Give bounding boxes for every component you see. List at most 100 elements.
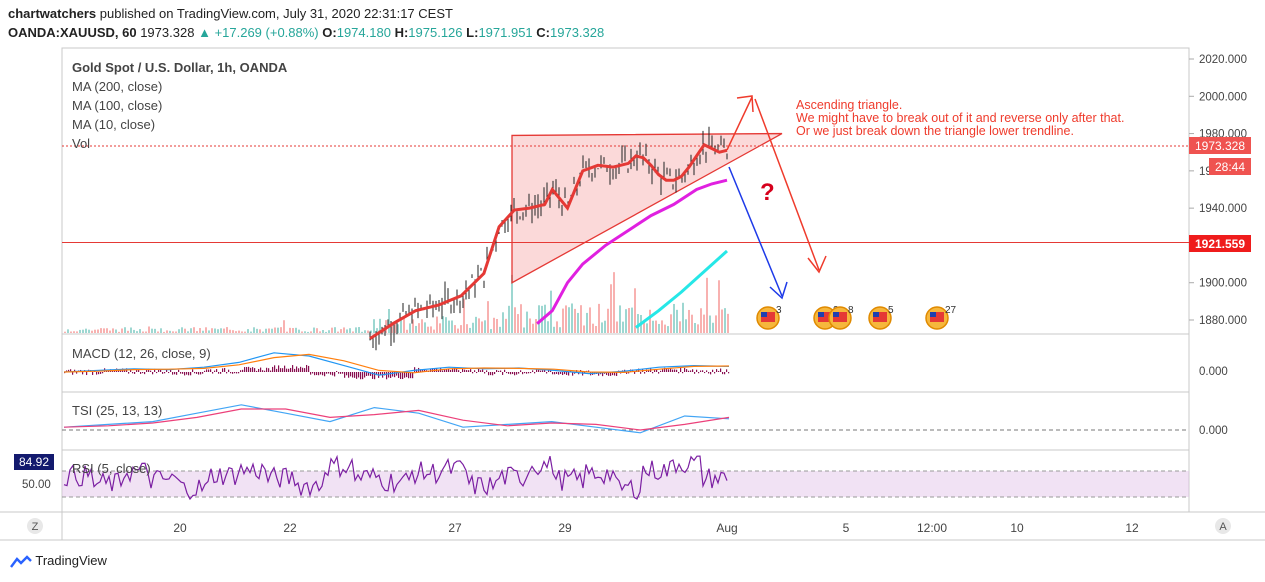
ascending-triangle[interactable] bbox=[511, 132, 783, 284]
economic-event-icons[interactable]: 328527 bbox=[756, 305, 957, 330]
macd-hist-bar bbox=[652, 372, 654, 374]
macd-hist-bar bbox=[242, 369, 244, 372]
symbol-name[interactable]: OANDA:XAUUSD, 60 bbox=[8, 25, 137, 40]
annotation-line2: We might have to break out of it and rev… bbox=[796, 111, 1124, 125]
auto-scale-button[interactable] bbox=[1215, 518, 1231, 534]
legend-ma10[interactable]: MA (10, close) bbox=[72, 117, 155, 132]
volume-bar bbox=[682, 302, 684, 333]
rsi-label[interactable]: RSI (5, close) bbox=[72, 461, 151, 476]
volume-bar bbox=[283, 320, 285, 333]
macd-hist-bar bbox=[404, 372, 406, 378]
volume-bar bbox=[262, 331, 264, 333]
publisher-name[interactable]: chartwatchers bbox=[8, 6, 97, 21]
last-price: 1973.328 bbox=[140, 25, 195, 40]
volume-bar bbox=[700, 308, 702, 333]
macd-hist-bar bbox=[422, 370, 424, 372]
macd-hist-bar bbox=[266, 367, 268, 372]
macd-hist-bar bbox=[166, 369, 168, 372]
macd-hist-bar bbox=[510, 372, 512, 375]
macd-hist-bar bbox=[478, 368, 480, 372]
macd-hist-bar bbox=[656, 369, 658, 372]
macd-hist-bar bbox=[188, 372, 190, 376]
volume-bar bbox=[448, 320, 450, 333]
zoom-button[interactable] bbox=[27, 518, 43, 534]
us-flag-event-icon[interactable]: 3 bbox=[756, 305, 782, 330]
reversal-arrow[interactable] bbox=[754, 98, 827, 274]
legend-ma100[interactable]: MA (100, close) bbox=[72, 98, 162, 113]
us-flag-event-icon[interactable]: 8 bbox=[828, 305, 854, 330]
tsi-label[interactable]: TSI (25, 13, 13) bbox=[72, 403, 162, 418]
volume-bar bbox=[586, 312, 588, 333]
macd-hist-bar bbox=[270, 370, 272, 372]
price-tick-label: 1880.000 bbox=[1199, 315, 1247, 327]
us-flag-event-icon[interactable]: 5 bbox=[868, 305, 894, 330]
macd-label[interactable]: MACD (12, 26, close, 9) bbox=[72, 346, 211, 361]
price-change: +17.269 (+0.88%) bbox=[214, 25, 319, 40]
macd-hist-bar bbox=[394, 372, 396, 378]
low-value: 1971.951 bbox=[478, 25, 533, 40]
volume-bar bbox=[595, 326, 597, 333]
macd-hist-bar bbox=[302, 367, 304, 372]
volume-bar bbox=[256, 328, 258, 333]
volume-bar bbox=[637, 314, 639, 333]
macd-hist-bar bbox=[720, 368, 722, 372]
volume-bar bbox=[439, 323, 441, 333]
time-axis-ticks: 20 22 27 29 Aug 5 12:00 10 12 bbox=[173, 521, 1139, 535]
volume-bar bbox=[277, 327, 279, 333]
macd-hist-bar bbox=[244, 367, 246, 372]
volume-bar bbox=[409, 323, 411, 333]
volume-bar bbox=[355, 327, 357, 333]
volume-bar bbox=[721, 309, 723, 333]
volume-bar bbox=[658, 323, 660, 333]
macd-hist-bar bbox=[372, 372, 374, 379]
volume-bar bbox=[511, 274, 513, 333]
macd-hist-bar bbox=[298, 368, 300, 372]
legend-vol[interactable]: Vol bbox=[72, 136, 90, 151]
macd-hist-bar bbox=[484, 372, 486, 374]
macd-hist-bar bbox=[202, 372, 204, 374]
macd-hist-bar bbox=[170, 369, 172, 372]
macd-hist-bar bbox=[658, 372, 660, 374]
us-flag-event-icon[interactable]: 27 bbox=[925, 305, 957, 330]
macd-hist-bar bbox=[660, 370, 662, 372]
breakdown-arrow[interactable] bbox=[728, 166, 788, 300]
macd-hist-bar bbox=[498, 370, 500, 372]
macd-hist-bar bbox=[664, 367, 666, 372]
breakout-arrow[interactable] bbox=[726, 95, 754, 151]
volume-bar bbox=[490, 329, 492, 333]
macd-hist-bar bbox=[696, 369, 698, 372]
macd-hist-bar bbox=[138, 368, 140, 372]
level-price-tag-text: 1921.559 bbox=[1195, 237, 1245, 251]
volume-bar bbox=[121, 328, 123, 333]
macd-hist-bar bbox=[358, 372, 360, 378]
macd-hist-bar bbox=[120, 370, 122, 372]
macd-hist-bar bbox=[366, 372, 368, 376]
macd-hist-bar bbox=[154, 368, 156, 372]
macd-hist-bar bbox=[194, 372, 196, 374]
volume-bar bbox=[475, 316, 477, 333]
volume-bar bbox=[529, 318, 531, 333]
volume-bar bbox=[670, 314, 672, 333]
macd-hist-bar bbox=[364, 372, 366, 378]
macd-hist-bar bbox=[550, 370, 552, 372]
macd-hist-bar bbox=[322, 372, 324, 376]
volume-bar bbox=[559, 327, 561, 333]
macd-hist-bar bbox=[400, 372, 402, 380]
macd-hist-bar bbox=[616, 372, 618, 376]
macd-signal-line bbox=[63, 353, 730, 374]
volume-bar bbox=[346, 329, 348, 333]
macd-hist-bar bbox=[556, 372, 558, 374]
tradingview-footer[interactable]: TradingView bbox=[10, 553, 107, 569]
volume-bar bbox=[88, 329, 90, 333]
macd-hist-bar bbox=[338, 372, 340, 374]
volume-bar bbox=[202, 330, 204, 333]
macd-hist-bar bbox=[306, 364, 308, 372]
legend-ma200[interactable]: MA (200, close) bbox=[72, 79, 162, 94]
macd-hist-bar bbox=[368, 372, 370, 376]
volume-bar bbox=[250, 331, 252, 333]
volume-bar bbox=[649, 309, 651, 333]
macd-hist-bar bbox=[124, 369, 126, 372]
volume-bar bbox=[568, 307, 570, 333]
volume-bar bbox=[217, 329, 219, 333]
